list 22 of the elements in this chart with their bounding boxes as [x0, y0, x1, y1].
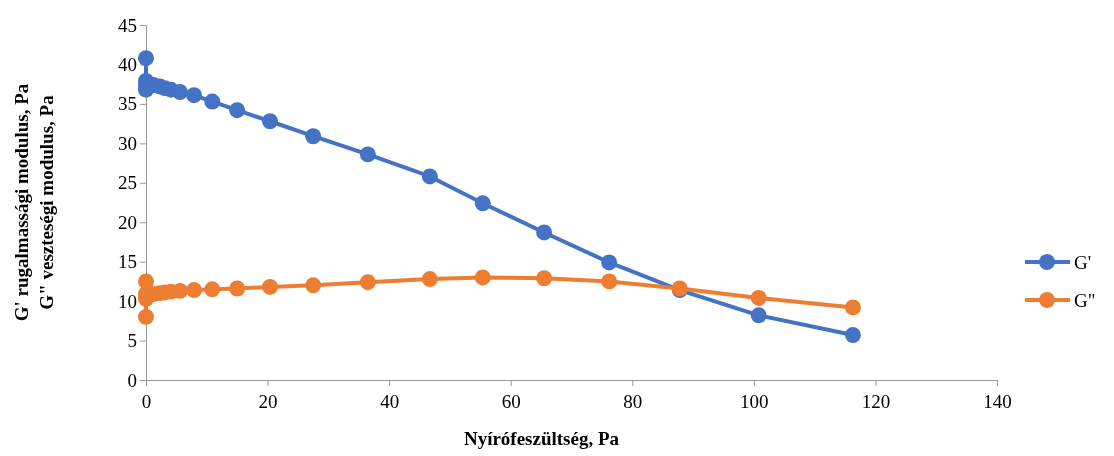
x-tick-label: 120: [861, 391, 891, 412]
x-tick-label: 20: [258, 391, 278, 412]
x-tick-label: 60: [501, 391, 521, 412]
y-tick-label: 5: [127, 330, 137, 352]
y-tick-label: 25: [118, 172, 137, 194]
x-axis-title: Nyírófeszültség, Pa: [463, 428, 620, 449]
x-tick-label: 100: [740, 391, 769, 412]
legend-label: G': [1074, 251, 1092, 273]
y-tick-label: 20: [118, 211, 137, 233]
y-axis-title: G' rugalmassági modulus, Pa G" veszteségi modulus, Pa: [11, 83, 57, 322]
y-tick-label: 40: [118, 54, 137, 76]
x-tick-label: 140: [983, 391, 1012, 412]
x-tick-label: 80: [623, 391, 643, 412]
y-tick-label: 45: [118, 14, 137, 36]
legend-label: G": [1074, 289, 1096, 311]
y-tick-label: 35: [118, 93, 137, 115]
y-tick-label: 30: [118, 132, 137, 154]
y-tick-label: 10: [118, 290, 137, 312]
y-tick-label: 15: [118, 251, 137, 273]
y-tick-label: 0: [127, 369, 137, 391]
x-tick-label: 0: [141, 391, 152, 412]
x-tick-label: 40: [380, 391, 400, 412]
